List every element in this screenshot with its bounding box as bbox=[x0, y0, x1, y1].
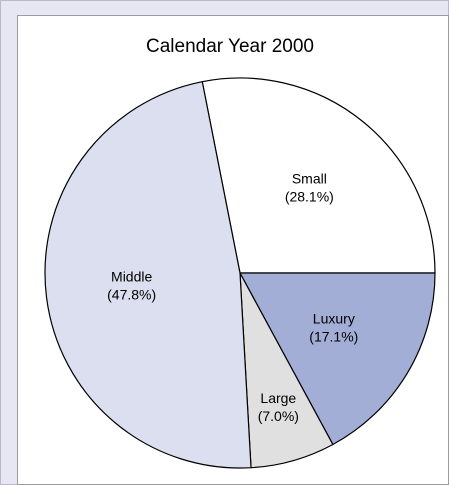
slice-name: Luxury bbox=[313, 311, 355, 327]
pie-slice bbox=[44, 80, 252, 469]
pie-slice bbox=[201, 77, 436, 274]
slice-name: Middle bbox=[111, 268, 152, 284]
slice-name: Small bbox=[292, 170, 327, 186]
slice-value-label: (17.1%) bbox=[309, 329, 358, 345]
slice-value-label: (47.8%) bbox=[107, 286, 156, 302]
slice-value-label: (28.1%) bbox=[285, 188, 334, 204]
slice-value-label: (7.0%) bbox=[258, 408, 299, 424]
chart-title: Calendar Year 2000 bbox=[146, 36, 314, 57]
pie-slice bbox=[238, 272, 436, 446]
slice-name: Large bbox=[260, 390, 296, 406]
